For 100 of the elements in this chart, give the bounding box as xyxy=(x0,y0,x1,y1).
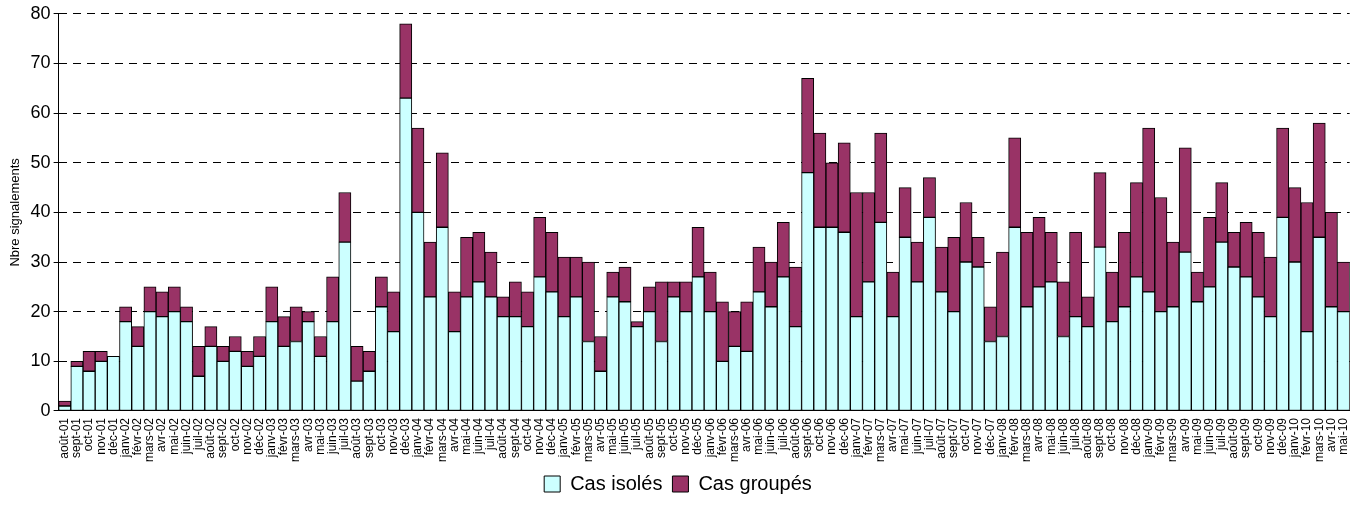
x-tick-label: août-05 xyxy=(641,417,656,459)
x-tick-label: déc-05 xyxy=(690,417,705,455)
x-tick-label: févr-03 xyxy=(276,417,291,456)
x-tick-label: déc-02 xyxy=(251,417,266,455)
x-tick-label: févr-08 xyxy=(1007,417,1022,456)
x-tick-label: août-08 xyxy=(1080,417,1095,459)
x-tick-label: juin-06 xyxy=(763,417,778,456)
y-tick-label: 60 xyxy=(30,102,51,123)
x-tick-label: oct-07 xyxy=(958,417,973,452)
y-tick-label: 30 xyxy=(30,251,51,272)
x-tick-label: mars-03 xyxy=(288,417,303,463)
y-tick-label: 20 xyxy=(30,300,51,321)
y-tick-label: 50 xyxy=(30,151,51,172)
x-tick-label: janv-10 xyxy=(1287,417,1302,459)
x-tick-label: juin-05 xyxy=(617,417,632,456)
x-tick-label: mars-02 xyxy=(142,417,157,463)
y-tick-label: 70 xyxy=(30,52,51,73)
x-tick-label: nov-08 xyxy=(1116,417,1131,455)
x-tick-label: oct-06 xyxy=(812,417,827,452)
x-tick-label: janv-07 xyxy=(848,417,863,459)
x-tick-label: nov-04 xyxy=(532,417,547,455)
x-tick-label: janv-02 xyxy=(117,417,132,459)
x-tick-label: avr-04 xyxy=(446,417,461,453)
x-tick-label: mars-07 xyxy=(873,417,888,463)
x-tick-label: janv-04 xyxy=(410,417,425,459)
x-tick-label: mars-06 xyxy=(726,417,741,463)
x-tick-label: févr-10 xyxy=(1299,417,1314,456)
x-tick-label: déc-03 xyxy=(398,417,413,455)
x-tick-label: août-03 xyxy=(349,417,364,459)
x-tick-label: sept-08 xyxy=(1092,417,1107,459)
x-tick-label: janv-08 xyxy=(994,417,1009,459)
x-tick-label: juil-08 xyxy=(1067,417,1082,452)
x-tick-label: mai-04 xyxy=(458,417,473,455)
legend-label: Cas groupés xyxy=(698,471,812,494)
x-tick-label: janv-06 xyxy=(702,417,717,459)
x-tick-label: janv-03 xyxy=(264,417,279,459)
legend-label: Cas isolés xyxy=(570,471,663,494)
x-tick-label: mars-09 xyxy=(1165,417,1180,463)
x-tick-label: mai-02 xyxy=(166,417,181,455)
x-tick-label: déc-04 xyxy=(544,417,559,455)
x-tick-label: sept-02 xyxy=(215,417,230,459)
x-tick-label: oct-08 xyxy=(1104,417,1119,452)
x-tick-label: nov-06 xyxy=(824,417,839,455)
x-tick-label: sept-07 xyxy=(946,417,961,459)
x-tick-label: déc-07 xyxy=(982,417,997,455)
y-tick-label: 10 xyxy=(30,350,51,371)
x-tick-label: mars-10 xyxy=(1311,417,1326,463)
y-axis-title: Nbre signalements xyxy=(7,157,23,267)
x-tick-label: déc-09 xyxy=(1274,417,1289,455)
x-tick-label: avr-03 xyxy=(300,417,315,453)
x-tick-label: avr-09 xyxy=(1177,417,1192,453)
x-tick-label: mai-08 xyxy=(1043,417,1058,455)
x-tick-label: nov-07 xyxy=(970,417,985,455)
x-tick-label: nov-02 xyxy=(239,417,254,455)
x-tick-label: janv-05 xyxy=(556,417,571,459)
x-tick-label: juil-05 xyxy=(629,417,644,452)
x-tick-label: juil-03 xyxy=(337,417,352,452)
x-tick-label: août-09 xyxy=(1226,417,1241,459)
x-tick-label: avr-08 xyxy=(1031,417,1046,453)
x-tick-label: nov-09 xyxy=(1262,417,1277,455)
x-tick-label: avr-06 xyxy=(739,417,754,453)
x-tick-label: nov-01 xyxy=(93,417,108,455)
x-tick-label: déc-01 xyxy=(105,417,120,455)
x-tick-label: août-04 xyxy=(495,417,510,459)
x-tick-label: févr-09 xyxy=(1153,417,1168,456)
x-tick-label: févr-02 xyxy=(130,417,145,456)
x-tick-label: mars-08 xyxy=(1019,417,1034,463)
x-tick-label: juin-03 xyxy=(324,417,339,456)
x-tick-label: déc-06 xyxy=(836,417,851,455)
x-tick-label: oct-05 xyxy=(666,417,680,452)
x-tick-label: nov-03 xyxy=(385,417,400,455)
x-tick-label: mai-10 xyxy=(1335,417,1350,455)
x-tick-label: mars-04 xyxy=(434,417,449,463)
x-tick-label: sept-01 xyxy=(69,417,84,459)
y-tick-label: 0 xyxy=(40,399,51,420)
x-tick-label: août-01 xyxy=(57,417,72,459)
x-tick-label: nov-05 xyxy=(678,417,693,455)
x-tick-label: juil-09 xyxy=(1214,417,1229,452)
x-tick-label: mai-05 xyxy=(605,417,620,455)
x-tick-label: avr-10 xyxy=(1323,417,1338,453)
x-tick-label: févr-07 xyxy=(860,417,875,456)
y-tick-label: 40 xyxy=(30,201,51,222)
x-tick-label: juin-09 xyxy=(1201,417,1216,456)
x-tick-label: août-02 xyxy=(203,417,218,459)
x-tick-label: déc-08 xyxy=(1128,417,1143,455)
x-tick-label: sept-06 xyxy=(799,417,814,459)
x-tick-label: avr-05 xyxy=(592,417,607,453)
x-tick-label: mai-09 xyxy=(1189,417,1204,455)
y-tick-label: 80 xyxy=(30,2,51,23)
x-tick-label: juin-04 xyxy=(471,417,486,456)
x-tick-label: sept-04 xyxy=(507,417,522,459)
x-tick-label: juin-08 xyxy=(1055,417,1070,456)
x-tick-label: sept-09 xyxy=(1238,417,1253,459)
x-tick-label: févr-04 xyxy=(422,417,437,456)
x-tick-label: juin-07 xyxy=(909,417,924,456)
x-tick-label: juin-02 xyxy=(178,417,193,456)
x-tick-label: janv-09 xyxy=(1141,417,1155,459)
x-tick-label: juil-07 xyxy=(921,417,936,452)
x-tick-label: mars-05 xyxy=(580,417,595,463)
x-tick-label: avr-07 xyxy=(885,417,900,453)
